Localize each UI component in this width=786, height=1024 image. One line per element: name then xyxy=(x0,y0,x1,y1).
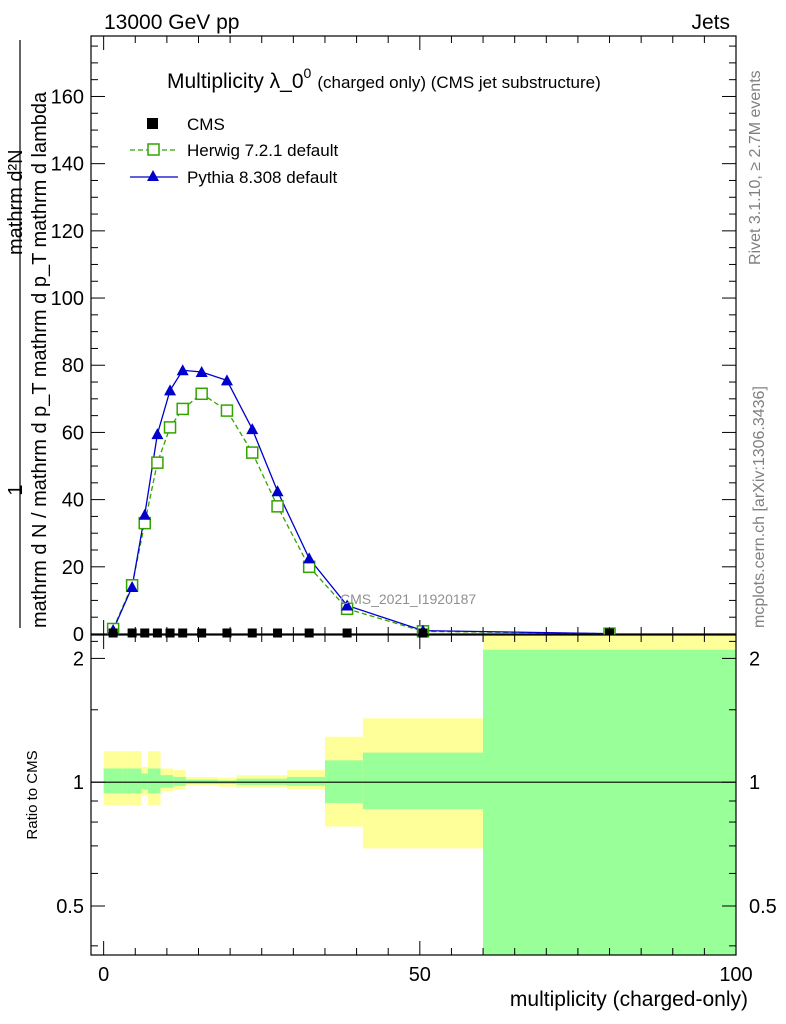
main-ytick-label: 0 xyxy=(73,624,84,646)
x-axis-label: multiplicity (charged-only) xyxy=(510,988,748,1011)
legend-cms-label: CMS xyxy=(187,115,225,134)
chart-title-main: Multiplicity λ_0 xyxy=(167,70,304,93)
pythia-point xyxy=(126,580,139,592)
cms-point xyxy=(165,628,175,638)
ylabel-numerator: 1 xyxy=(5,484,27,495)
source-label: mcplots.cern.ch [arXiv:1306.3436] xyxy=(751,386,768,628)
ratio-ylabel: Ratio to CMS xyxy=(24,750,41,839)
main-ytick-label: 160 xyxy=(51,86,84,108)
ratio-band-inner-4 xyxy=(160,775,174,788)
ratio-xtick-label: 0 xyxy=(98,964,109,986)
cms-point xyxy=(140,628,150,638)
legend-herwig-marker xyxy=(147,143,160,156)
legend-pythia-marker xyxy=(147,170,159,181)
ratio-ytick-label-right: 2 xyxy=(749,648,760,670)
beam-label: 13000 GeV pp xyxy=(104,11,239,34)
cms-point xyxy=(222,628,232,638)
chart-title-suffix: (charged only) (CMS jet substructure) xyxy=(317,73,600,92)
ratio-ytick-label-right: 1 xyxy=(749,772,760,794)
legend: CMS Herwig 7.2.1 default Pythia 8.308 de… xyxy=(130,115,338,187)
process-label: Jets xyxy=(691,11,730,34)
ratio-band-inner-1 xyxy=(122,768,142,794)
pythia-point xyxy=(151,428,164,440)
cms-point xyxy=(152,628,162,638)
chart-title: Multiplicity λ_00 (charged only) (CMS jet… xyxy=(167,65,601,93)
cms-point xyxy=(304,628,314,638)
pythia-point xyxy=(303,552,316,564)
cms-point xyxy=(108,628,118,638)
main-frame xyxy=(90,35,737,635)
cms-point xyxy=(178,628,188,638)
chart-title-sup: 0 xyxy=(304,65,312,81)
herwig-point xyxy=(151,456,164,469)
ratio-ytick-label: 0.5 xyxy=(56,896,84,918)
cms-point xyxy=(418,628,428,638)
analysis-tag: CMS_2021_I1920187 xyxy=(340,591,476,607)
main-ytick-label: 80 xyxy=(62,355,84,377)
cms-point xyxy=(273,628,283,638)
main-ytick-label: 20 xyxy=(62,557,84,579)
pythia-point xyxy=(138,508,151,520)
pythia-point xyxy=(176,364,189,376)
pythia-point xyxy=(341,599,354,611)
pythia-point xyxy=(195,365,208,377)
ratio-xtick-label: 100 xyxy=(719,964,752,986)
main-ytick-label: 100 xyxy=(51,288,84,310)
herwig-point xyxy=(246,446,259,459)
cms-point xyxy=(605,628,615,638)
herwig-point xyxy=(163,421,177,434)
cms-point xyxy=(127,628,137,638)
legend-herwig-label: Herwig 7.2.1 default xyxy=(187,141,338,160)
ratio-band-inner-5 xyxy=(173,776,186,786)
main-ytick-label: 140 xyxy=(51,154,84,176)
herwig-point xyxy=(195,387,208,401)
ratio-xtick-label: 50 xyxy=(409,964,431,986)
ratio-band-inner-0 xyxy=(103,768,123,794)
ratio-ytick-label-right: 0.5 xyxy=(749,896,777,918)
cms-point xyxy=(247,628,257,638)
pythia-point xyxy=(246,423,259,435)
pythia-point xyxy=(271,485,284,497)
ratio-frame xyxy=(90,634,737,956)
cms-point xyxy=(197,628,207,638)
herwig-point xyxy=(176,402,189,416)
ratio-ytick-label: 2 xyxy=(73,648,84,670)
main-ytick-label: 120 xyxy=(51,221,84,243)
ratio-band-inner-11 xyxy=(362,752,484,810)
ratio-band-inner-9 xyxy=(287,776,325,786)
main-panel: 0 20 40 60 80 100 120 140 160 xyxy=(51,35,737,646)
ratio-band-inner-3 xyxy=(147,768,161,794)
ylabel-numerator-top: mathrm d²N xyxy=(5,149,27,255)
main-ytick-label: 60 xyxy=(62,422,84,444)
ratio-panel: 0 50 100 0.5 0.5 1 1 2 2 xyxy=(56,634,777,986)
herwig-point xyxy=(271,500,284,513)
cms-point xyxy=(342,628,352,638)
ratio-ytick-label: 1 xyxy=(73,772,84,794)
pythia-point xyxy=(220,374,233,386)
rivet-label: Rivet 3.1.10, ≥ 2.7M events xyxy=(747,70,764,265)
main-ytick-label: 40 xyxy=(62,490,84,512)
legend-pythia-label: Pythia 8.308 default xyxy=(187,168,338,187)
legend-cms-marker xyxy=(147,118,158,129)
herwig-point xyxy=(220,404,234,417)
ylabel-denominator: mathrm d N / mathrm d p_T mathrm d p_T m… xyxy=(29,91,51,628)
pythia-point xyxy=(164,384,177,396)
ratio-band-inner-2 xyxy=(141,773,148,790)
pythia-line xyxy=(112,369,610,635)
ratio-band-inner-12 xyxy=(483,649,736,955)
